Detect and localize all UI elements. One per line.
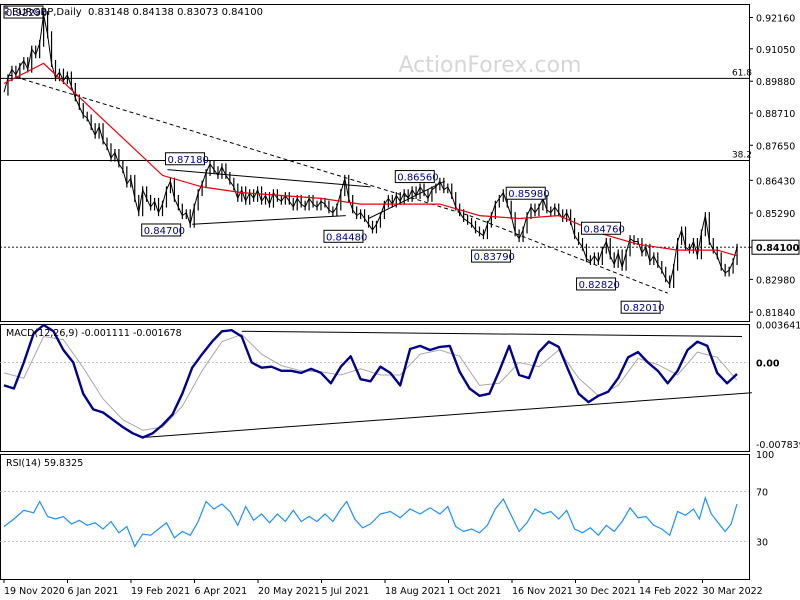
x-tick-label: 20 May 2021 [258, 586, 320, 597]
macd-trendline [241, 330, 743, 337]
annotation-label: 0.82010 [623, 303, 664, 314]
annotation-box [505, 186, 546, 200]
price-ytick-label: 0.82980 [756, 275, 795, 286]
annotation-label: 0.92290 [6, 8, 47, 19]
panel-frames [0, 4, 750, 580]
price-trendline [167, 169, 371, 188]
annotation-label: 0.84480 [326, 232, 367, 243]
macd-panel: MACD(12,26,9) -0.001111 -0.001678 [0, 323, 752, 439]
axes: 0.92160 0.91050 0.89880 0.88710 0.87650 0.864… [3, 13, 800, 597]
rsi-ytick-label: 30 [756, 538, 768, 549]
macd-ytick-label: -0.007839 [756, 440, 800, 451]
price-ytick-label: 0.92160 [756, 13, 795, 24]
annotation-box [471, 249, 512, 263]
price-annotation: 0.82010 [620, 300, 665, 314]
price-annotation: 0.83790 [471, 249, 515, 263]
price-trendline [8, 74, 470, 217]
annotation-label: 0.82820 [579, 280, 620, 291]
chart-header: EURGBP,Daily 0.83148 0.84138 0.83073 0.8… [3, 4, 263, 18]
x-tick-label: 30 Dec 2021 [576, 586, 637, 597]
price-ytick-label: 0.86430 [756, 176, 795, 187]
rsi-ytick-label: 100 [756, 450, 774, 461]
price-ytick-label: 0.85290 [756, 209, 795, 220]
x-tick-label: 19 Nov 2020 [4, 586, 65, 597]
annotation-box [576, 277, 617, 291]
macd-title: MACD(12,26,9) -0.001111 -0.001678 [6, 328, 182, 339]
fib-level-label: 38.2 [732, 150, 752, 160]
macd-trendline [142, 392, 752, 438]
price-annotation: 0.84760 [581, 221, 625, 235]
annotation-label: 0.85980 [508, 189, 549, 200]
price-ytick-label: 0.89880 [756, 77, 795, 88]
macd-ytick-label: 0.00 [756, 359, 780, 370]
x-tick-label: 16 Nov 2021 [512, 586, 573, 597]
x-tick-label: 5 Jul 2021 [322, 586, 370, 597]
macd-ytick-label: 0.003641 [756, 321, 800, 332]
price-ytick-label: 0.81840 [756, 308, 795, 319]
macd-signal-line [3, 333, 738, 431]
annotation-box [394, 170, 435, 184]
annotation-box [620, 300, 661, 314]
price-trendline [192, 215, 346, 225]
price-annotation: 0.84700 [141, 223, 185, 237]
current-price-label: 0.84100 [756, 243, 800, 254]
annotation-label: 0.83790 [474, 252, 515, 263]
current-price-box [751, 239, 800, 255]
macd-panel-frame [0, 324, 750, 452]
annotation-label: 0.84700 [144, 226, 185, 237]
watermark: ActionForex.com [399, 53, 582, 78]
x-tick-label: 30 Mar 2022 [703, 586, 763, 597]
rsi-title: RSI(14) 59.8325 [6, 458, 83, 469]
annotation-box [581, 221, 622, 235]
chart-ohlc: 0.83148 0.84138 0.83073 0.84100 [88, 7, 263, 18]
price-annotation: 0.85980 [505, 186, 550, 200]
annotation-box [164, 152, 205, 166]
x-tick-label: 1 Oct 2021 [449, 586, 502, 597]
fib-level-label: 61.8 [732, 68, 752, 78]
symbol-arrows-icon [3, 4, 9, 16]
price-annotation: 0.84480 [323, 229, 367, 243]
price-ytick-label: 0.91050 [756, 45, 795, 56]
chart-symbol: EURGBP,Daily [12, 7, 82, 18]
price-annotation: 0.86560 [394, 170, 439, 184]
price-trendline [469, 215, 668, 294]
rsi-panel-frame [0, 454, 750, 580]
annotation-box [323, 229, 364, 243]
annotation-label: 0.86560 [397, 173, 438, 184]
macd-main-line [3, 323, 738, 439]
rsi-panel: RSI(14) 59.8325 [0, 458, 749, 548]
x-tick-label: 14 Feb 2022 [639, 586, 698, 597]
x-tick-label: 18 Aug 2021 [385, 586, 446, 597]
x-tick-label: 6 Jan 2021 [68, 586, 119, 597]
x-tick-label: 6 Apr 2021 [195, 586, 248, 597]
price-annotation: 0.87180 [164, 152, 209, 166]
price-panel-frame [0, 4, 750, 322]
annotation-box [141, 223, 182, 237]
price-annotation: 0.82820 [576, 277, 620, 291]
price-series-line [3, 14, 738, 286]
price-panel: 61.8 38.2 0.92290 0.87180 0.84700 0.84480 0.86… [0, 5, 752, 314]
rsi-line [3, 495, 738, 548]
annotation-label: 0.84760 [584, 224, 625, 235]
price-annotation: 0.92290 [3, 5, 47, 19]
moving-average-line [3, 62, 738, 257]
price-ytick-label: 0.87650 [756, 141, 795, 152]
annotation-label: 0.87180 [167, 155, 208, 166]
price-ytick-label: 0.88710 [756, 109, 795, 120]
x-tick-label: 19 Feb 2021 [131, 586, 190, 597]
rsi-ytick-label: 70 [756, 488, 768, 499]
